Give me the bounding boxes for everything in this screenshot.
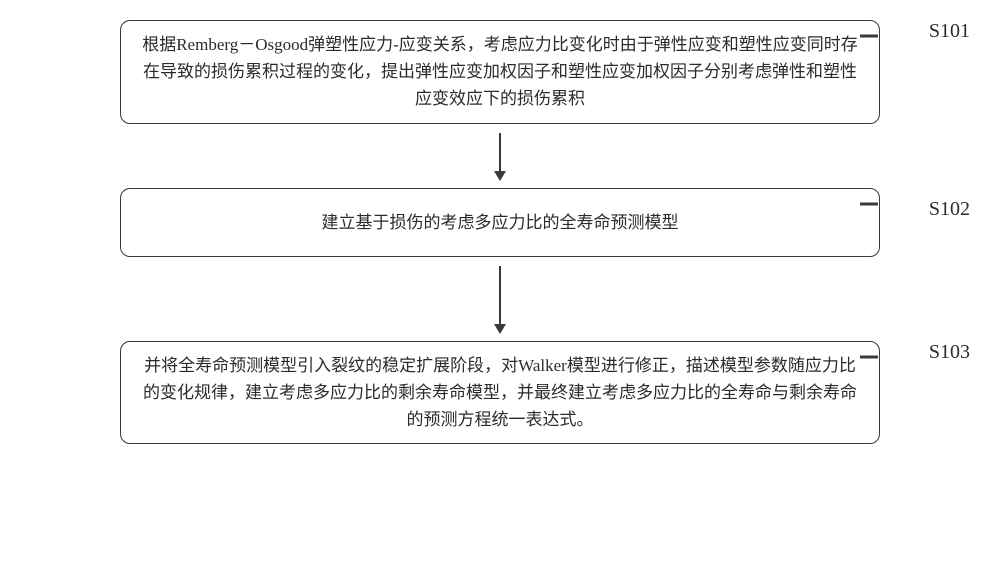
arrow-line xyxy=(499,266,501,332)
flow-row-1: 根据Remberg－Osgood弹塑性应力-应变关系，考虑应力比变化时由于弹性应… xyxy=(20,20,980,124)
step-label-s103: S103 xyxy=(929,341,970,364)
flow-row-3: 并将全寿命预测模型引入裂纹的稳定扩展阶段，对Walker模型进行修正，描述模型参… xyxy=(20,341,980,445)
arrow-2 xyxy=(499,259,501,339)
arrow-line xyxy=(499,133,501,179)
flow-row-2: 建立基于损伤的考虑多应力比的全寿命预测模型 ⎯ S102 xyxy=(20,188,980,257)
brace-connector: ⎯ xyxy=(860,0,870,66)
step-text: 根据Remberg－Osgood弹塑性应力-应变关系，考虑应力比变化时由于弹性应… xyxy=(142,35,858,108)
brace-connector: ⎯ xyxy=(860,165,870,234)
step-text: 并将全寿命预测模型引入裂纹的稳定扩展阶段，对Walker模型进行修正，描述模型参… xyxy=(143,356,857,429)
step-box-s102: 建立基于损伤的考虑多应力比的全寿命预测模型 xyxy=(120,188,880,257)
arrow-1 xyxy=(499,126,501,186)
step-label-s101: S101 xyxy=(929,20,970,43)
brace-connector: ⎯ xyxy=(860,318,870,387)
step-label-s102: S102 xyxy=(929,198,970,221)
step-box-s101: 根据Remberg－Osgood弹塑性应力-应变关系，考虑应力比变化时由于弹性应… xyxy=(120,20,880,124)
step-text: 建立基于损伤的考虑多应力比的全寿命预测模型 xyxy=(322,213,679,232)
flowchart-container: 根据Remberg－Osgood弹塑性应力-应变关系，考虑应力比变化时由于弹性应… xyxy=(20,20,980,444)
step-box-s103: 并将全寿命预测模型引入裂纹的稳定扩展阶段，对Walker模型进行修正，描述模型参… xyxy=(120,341,880,445)
